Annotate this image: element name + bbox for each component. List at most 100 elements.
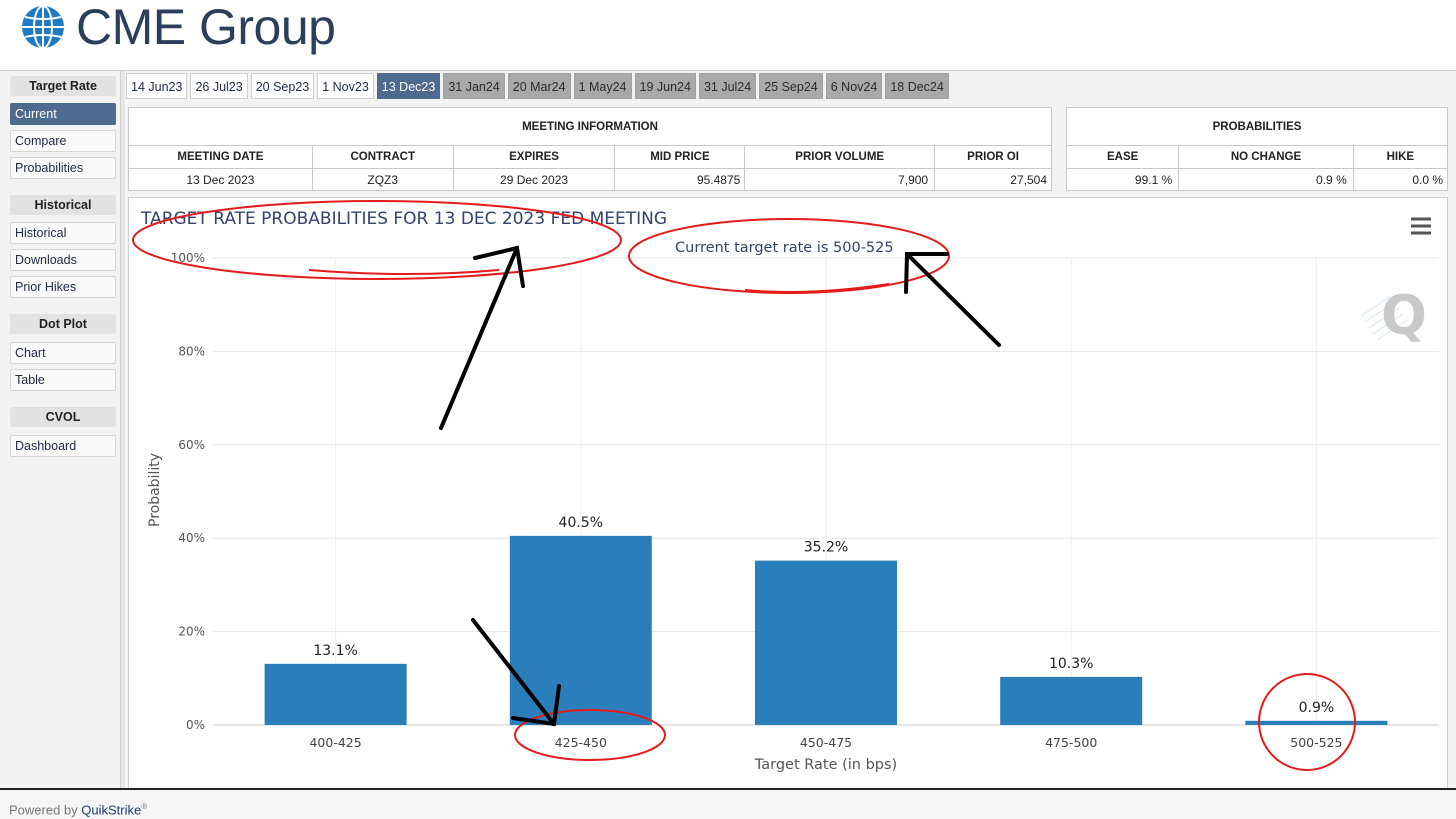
- bar-425-450[interactable]: [509, 535, 652, 725]
- tab-1-nov23[interactable]: 1 Nov23: [317, 73, 374, 99]
- logo-text: CME Group: [76, 0, 336, 55]
- sidebar-head-target-rate: Target Rate: [10, 76, 116, 96]
- sidebar-item-prior-hikes[interactable]: Prior Hikes: [10, 276, 116, 298]
- x-tick-label: 425-450: [555, 735, 607, 750]
- y-tick-label: 0%: [186, 718, 205, 732]
- annotation-arrowhead-title: [473, 245, 525, 288]
- footer: Powered by QuikStrike®: [0, 788, 1456, 819]
- y-tick-label: 40%: [178, 531, 205, 545]
- x-axis-ticks: 400-425 425-450 450-475 475-500 500-525: [309, 735, 1342, 750]
- bar-500-525[interactable]: [1245, 720, 1388, 725]
- cell-meeting-date: 13 Dec 2023: [128, 168, 313, 191]
- probabilities-table: PROBABILITIES EASE NO CHANGE HIKE 99.1 %…: [1065, 107, 1449, 191]
- y-tick-label: 20%: [178, 625, 205, 639]
- tab-18-dec24[interactable]: 18 Dec24: [885, 73, 949, 99]
- annotation-circle-425-450: [514, 709, 666, 761]
- col-header-hike: HIKE: [1352, 145, 1449, 169]
- annotation-arrows: [439, 245, 1001, 727]
- chart-subtitle: Current target rate is 500-525: [675, 240, 894, 256]
- cme-logo[interactable]: CME Group: [20, 0, 336, 55]
- tab-31-jan24[interactable]: 31 Jan24: [443, 73, 505, 99]
- col-header-prior-volume: PRIOR VOLUME: [744, 145, 936, 169]
- data-label-425-450: 40.5%: [559, 515, 603, 531]
- tab-20-sep23[interactable]: 20 Sep23: [250, 73, 315, 99]
- tab-13-dec23[interactable]: 13 Dec23: [376, 73, 441, 99]
- data-label-500-525: 0.9%: [1299, 700, 1335, 716]
- y-axis-label: Probability: [147, 453, 163, 527]
- sidebar-item-table[interactable]: Table: [10, 369, 116, 391]
- annotation-circle-500-525: [1258, 673, 1356, 771]
- main-panel: Target Rate Current Compare Probabilitie…: [0, 70, 1456, 789]
- annotation-underline-subtitle: [744, 283, 890, 293]
- cell-prior-volume: 7,900: [744, 168, 936, 191]
- bar-475-500[interactable]: [1000, 676, 1143, 725]
- col-header-no-change: NO CHANGE: [1178, 145, 1354, 169]
- sidebar: Target Rate Current Compare Probabilitie…: [6, 71, 120, 789]
- chart-container: TARGET RATE PROBABILITIES FOR 13 DEC 202…: [128, 197, 1448, 789]
- meeting-tabs: 14 Jun23 26 Jul23 20 Sep23 1 Nov23 13 De…: [126, 73, 952, 99]
- sidebar-head-historical: Historical: [10, 195, 116, 215]
- y-tick-label: 80%: [178, 344, 205, 358]
- x-tick-label: 400-425: [309, 735, 361, 750]
- svg-text:Q: Q: [1381, 284, 1427, 347]
- annotation-arrowhead-bar: [511, 684, 561, 727]
- sidebar-item-chart[interactable]: Chart: [10, 342, 116, 364]
- y-tick-label: 100%: [171, 251, 205, 265]
- tab-6-nov24[interactable]: 6 Nov24: [825, 73, 883, 99]
- y-tick-label: 60%: [178, 438, 205, 452]
- annotation-circle-title: [132, 200, 622, 280]
- sidebar-item-downloads[interactable]: Downloads: [10, 249, 116, 271]
- tab-19-jun24[interactable]: 19 Jun24: [634, 73, 696, 99]
- tab-25-sep24[interactable]: 25 Sep24: [759, 73, 823, 99]
- cell-mid-price: 95.4875: [614, 168, 746, 191]
- cell-ease: 99.1 %: [1065, 168, 1180, 191]
- annotation-underline-title: [308, 269, 500, 275]
- tab-14-jun23[interactable]: 14 Jun23: [126, 73, 188, 99]
- bar-450-475[interactable]: [755, 560, 897, 725]
- sidebar-item-compare[interactable]: Compare: [10, 130, 116, 152]
- col-header-meeting-date: MEETING DATE: [128, 145, 313, 169]
- registered-mark: ®: [141, 802, 148, 811]
- annotation-arrow-subtitle: [905, 252, 1001, 347]
- sidebar-head-cvol: CVOL: [10, 407, 116, 427]
- hamburger-menu-icon[interactable]: [1411, 217, 1431, 235]
- x-axis-label: Target Rate (in bps): [754, 757, 897, 773]
- sidebar-head-dot-plot: Dot Plot: [10, 314, 116, 334]
- sidebar-divider: [120, 71, 125, 789]
- col-header-prior-oi: PRIOR OI: [934, 145, 1052, 169]
- annotation-circle-subtitle: [628, 218, 950, 294]
- x-tick-label: 500-525: [1290, 735, 1342, 750]
- meeting-info-table: MEETING INFORMATION MEETING DATE CONTRAC…: [128, 107, 1052, 191]
- bar-400-425[interactable]: [264, 663, 407, 725]
- tab-26-jul23[interactable]: 26 Jul23: [190, 73, 248, 99]
- data-label-475-500: 10.3%: [1049, 656, 1093, 672]
- sidebar-item-probabilities[interactable]: Probabilities: [10, 157, 116, 179]
- cell-prior-oi: 27,504: [934, 168, 1052, 191]
- sidebar-item-current[interactable]: Current: [10, 103, 116, 125]
- bar-data-labels: 13.1% 40.5% 35.2% 10.3% 0.9%: [313, 515, 1334, 716]
- col-header-mid-price: MID PRICE: [614, 145, 746, 169]
- cell-hike: 0.0 %: [1352, 168, 1449, 191]
- quikstrike-q-icon: Q: [1360, 284, 1427, 347]
- tab-31-jul24[interactable]: 31 Jul24: [698, 73, 757, 99]
- quikstrike-link[interactable]: QuikStrike: [81, 802, 142, 818]
- cell-no-change: 0.9 %: [1178, 168, 1354, 191]
- powered-by-prefix: Powered by: [9, 802, 82, 818]
- probabilities-title: PROBABILITIES: [1066, 107, 1448, 146]
- annotation-arrowhead-subtitle: [904, 252, 949, 294]
- red-annotations: [132, 200, 1356, 771]
- x-tick-label: 475-500: [1045, 735, 1097, 750]
- chart-bars: [264, 535, 1388, 725]
- data-label-400-425: 13.1%: [313, 643, 357, 659]
- powered-by-text: Powered by QuikStrike®: [9, 802, 147, 817]
- sidebar-item-historical[interactable]: Historical: [10, 222, 116, 244]
- col-header-contract: CONTRACT: [311, 145, 454, 169]
- tab-1-may24[interactable]: 1 May24: [573, 73, 632, 99]
- tab-20-mar24[interactable]: 20 Mar24: [507, 73, 571, 99]
- cell-expires: 29 Dec 2023: [452, 168, 616, 191]
- annotation-arrow-title: [439, 246, 519, 430]
- annotation-arrow-bar: [471, 618, 556, 726]
- sidebar-item-dashboard[interactable]: Dashboard: [10, 435, 116, 457]
- cell-contract: ZQZ3: [311, 168, 454, 191]
- globe-icon: [22, 5, 64, 49]
